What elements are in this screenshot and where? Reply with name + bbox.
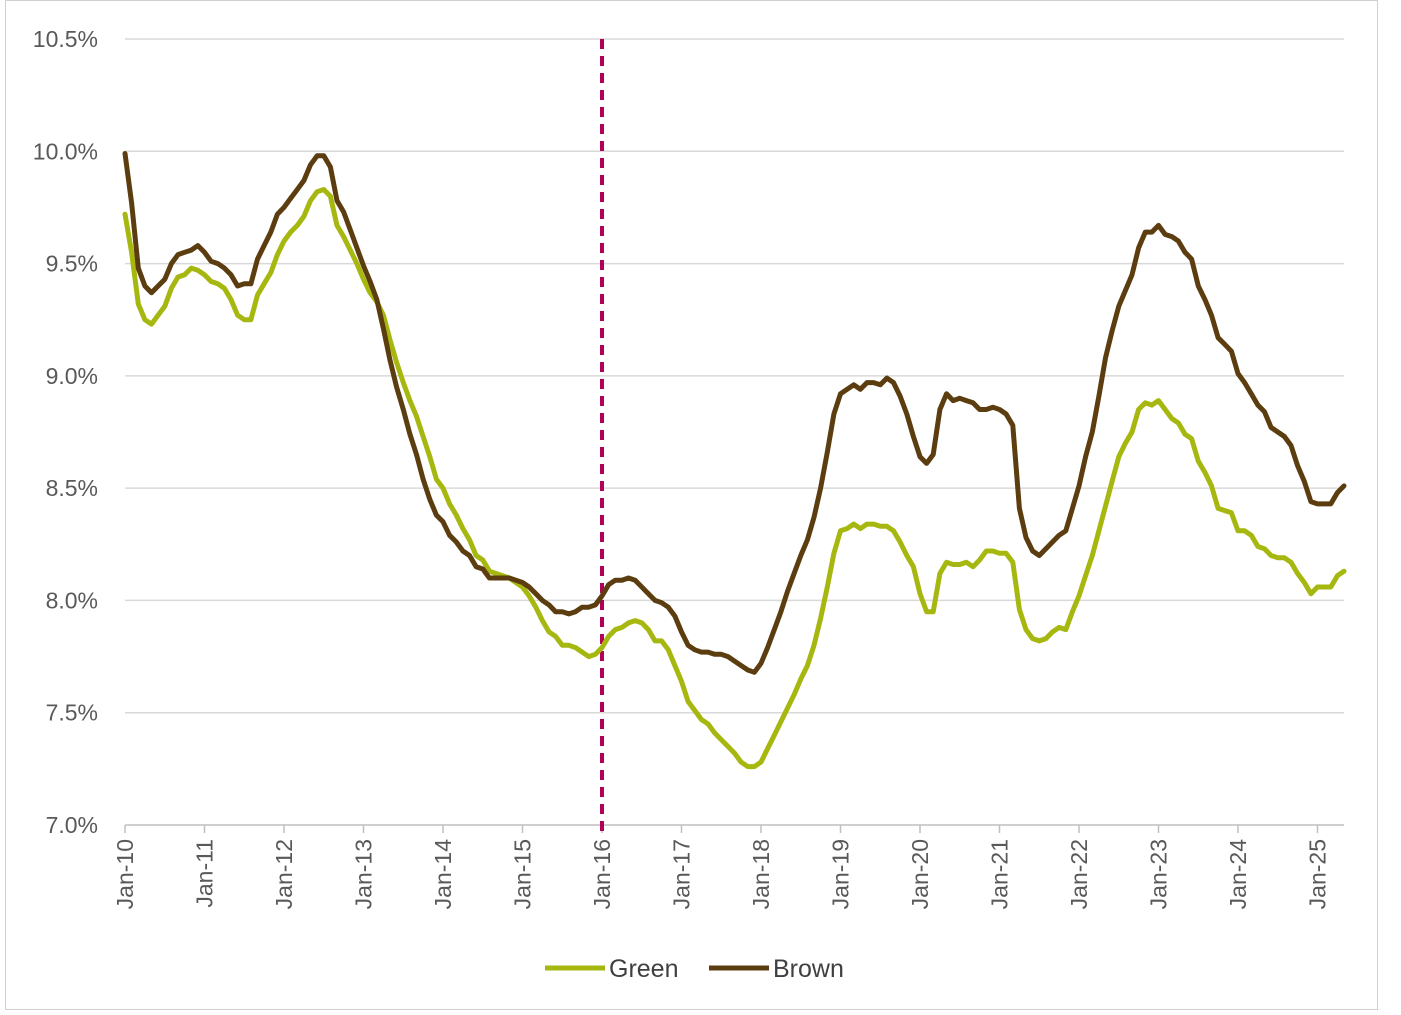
x-tick-label: Jan-23	[1146, 839, 1172, 909]
x-tick-label: Jan-17	[669, 839, 695, 909]
y-tick-label: 10.5%	[33, 26, 98, 52]
x-tick-label: Jan-20	[907, 839, 933, 909]
y-tick-label: 8.0%	[46, 587, 98, 613]
gridlines	[125, 38, 1344, 714]
x-tick-label: Jan-14	[430, 839, 456, 910]
x-tick-label: Jan-21	[987, 839, 1013, 909]
y-axis-labels: 7.0% 7.5% 8.0% 8.5% 9.0% 9.5% 10.0% 10.5%	[33, 26, 98, 838]
y-tick-label: 8.5%	[46, 475, 98, 501]
legend: Green Brown	[545, 955, 844, 983]
x-tick-label: Jan-12	[271, 839, 297, 909]
y-tick-label: 9.0%	[46, 363, 98, 389]
series-line-green	[122, 187, 1347, 770]
series-lines	[122, 151, 1347, 770]
x-tick-label: Jan-16	[589, 839, 615, 909]
x-tick-label: Jan-15	[510, 839, 536, 909]
y-tick-label: 10.0%	[33, 138, 98, 164]
x-tick-label: Jan-24	[1225, 839, 1251, 910]
x-tick-label: Jan-22	[1066, 839, 1092, 909]
x-axis: Jan-10 Jan-11 Jan-12 Jan-13 Jan-14 Jan-15 Jan-…	[112, 824, 1344, 910]
y-tick-label: 9.5%	[46, 251, 98, 277]
chart-frame	[5, 0, 1378, 1010]
x-tick-label: Jan-18	[748, 839, 774, 909]
x-tick-label: Jan-10	[112, 839, 138, 909]
x-tick-label: Jan-13	[351, 839, 377, 909]
x-tick-label: Jan-25	[1305, 839, 1331, 909]
y-tick-label: 7.0%	[46, 812, 98, 838]
y-tick-label: 7.5%	[46, 700, 98, 726]
x-tick-label: Jan-19	[828, 839, 854, 909]
series-line-brown	[122, 151, 1347, 675]
x-tick-label: Jan-11	[192, 839, 218, 908]
legend-label-brown: Brown	[773, 955, 844, 983]
legend-label-green: Green	[609, 955, 678, 983]
